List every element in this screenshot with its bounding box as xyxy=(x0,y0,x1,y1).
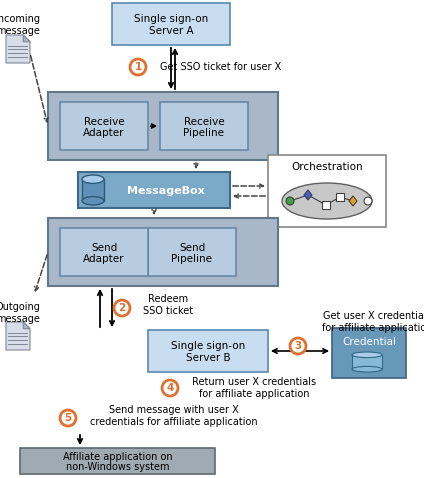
Ellipse shape xyxy=(82,196,104,205)
Text: Pipeline: Pipeline xyxy=(184,128,224,138)
Bar xyxy=(112,3,230,45)
Bar xyxy=(352,355,382,369)
Circle shape xyxy=(290,338,306,354)
Bar xyxy=(60,228,148,276)
Circle shape xyxy=(130,59,146,75)
Ellipse shape xyxy=(352,367,382,372)
Text: 5: 5 xyxy=(64,413,72,423)
Bar xyxy=(20,448,215,474)
Circle shape xyxy=(364,197,372,205)
Text: Orchestration: Orchestration xyxy=(291,162,363,172)
Ellipse shape xyxy=(82,175,104,184)
Bar xyxy=(78,172,230,208)
Text: Outgoing
message: Outgoing message xyxy=(0,302,40,324)
Text: MessageBox: MessageBox xyxy=(127,186,205,196)
Bar xyxy=(268,155,386,227)
Circle shape xyxy=(286,197,294,205)
Text: Send: Send xyxy=(179,243,205,253)
Polygon shape xyxy=(304,190,312,200)
Text: Return user X credentials
for affiliate application: Return user X credentials for affiliate … xyxy=(192,377,316,399)
Text: Affiliate application on: Affiliate application on xyxy=(63,452,172,462)
Polygon shape xyxy=(349,196,357,206)
Bar xyxy=(160,102,248,150)
Polygon shape xyxy=(6,322,30,350)
Bar xyxy=(332,328,406,378)
Circle shape xyxy=(162,380,178,396)
Text: 1: 1 xyxy=(134,62,142,72)
Text: non-Windows system: non-Windows system xyxy=(66,462,169,472)
Text: Receive: Receive xyxy=(184,117,224,127)
Ellipse shape xyxy=(282,183,372,219)
Bar xyxy=(148,330,268,372)
Text: Send message with user X
credentials for affiliate application: Send message with user X credentials for… xyxy=(90,405,258,427)
Text: Incoming
message: Incoming message xyxy=(0,14,41,35)
Polygon shape xyxy=(23,35,30,42)
Circle shape xyxy=(60,410,76,426)
Circle shape xyxy=(114,300,130,316)
Bar xyxy=(82,179,104,201)
Text: Credential: Credential xyxy=(342,337,396,347)
Text: Pipeline: Pipeline xyxy=(171,254,212,264)
Text: Get user X credentials
for affiliate application: Get user X credentials for affiliate app… xyxy=(322,311,424,333)
Polygon shape xyxy=(23,322,30,329)
Text: Receive: Receive xyxy=(84,117,124,127)
Bar xyxy=(48,218,278,286)
Bar xyxy=(148,228,236,276)
Text: 4: 4 xyxy=(166,383,174,393)
Text: Single sign-on: Single sign-on xyxy=(134,14,208,24)
Polygon shape xyxy=(6,35,30,63)
Text: Send: Send xyxy=(91,243,117,253)
Bar xyxy=(322,201,330,209)
Text: Redeem
SSO ticket: Redeem SSO ticket xyxy=(143,294,193,316)
Ellipse shape xyxy=(352,352,382,358)
Text: 3: 3 xyxy=(294,341,301,351)
Text: Get SSO ticket for user X: Get SSO ticket for user X xyxy=(160,62,281,72)
Text: Adapter: Adapter xyxy=(83,254,125,264)
Text: Server B: Server B xyxy=(186,353,230,363)
Text: 2: 2 xyxy=(118,303,126,313)
Text: Server A: Server A xyxy=(149,26,193,36)
Bar xyxy=(48,92,278,160)
Text: Adapter: Adapter xyxy=(83,128,125,138)
Bar xyxy=(60,102,148,150)
Bar xyxy=(336,193,344,201)
Text: Single sign-on: Single sign-on xyxy=(171,341,245,351)
